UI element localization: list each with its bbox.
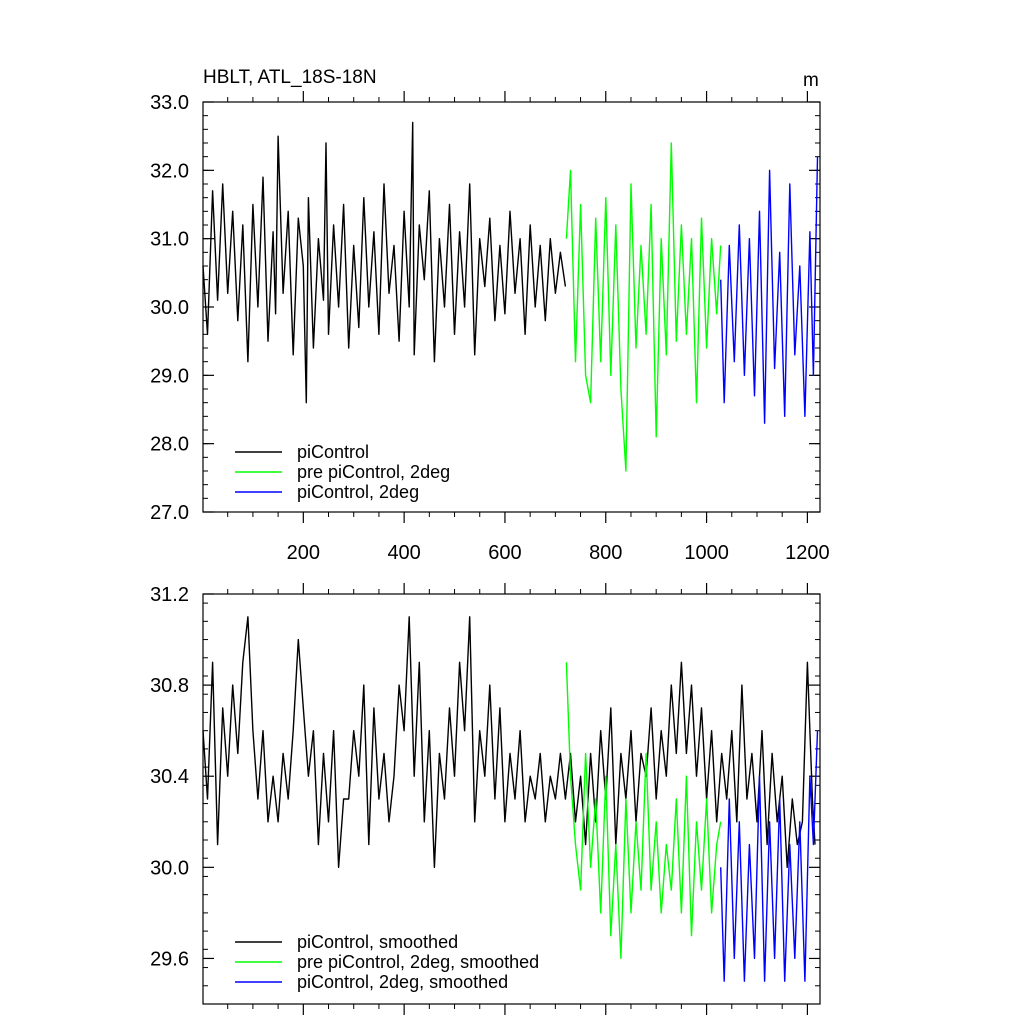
y-tick-label: 30.0 xyxy=(150,857,189,879)
legend-label-1: pre piControl, 2deg xyxy=(297,462,450,482)
legend-label-0: piControl, smoothed xyxy=(297,932,458,952)
y-tick-label: 27.0 xyxy=(150,502,189,524)
series-lines xyxy=(202,121,819,472)
plot-frame xyxy=(202,101,821,513)
legend-label-2: piControl, 2deg xyxy=(297,482,419,502)
series-line-1 xyxy=(565,142,722,472)
series-line-2 xyxy=(720,730,819,982)
legend-label-0: piControl xyxy=(297,442,369,462)
plot-frame xyxy=(202,593,821,1005)
legend-label-2: piControl, 2deg, smoothed xyxy=(297,972,508,992)
series-line-1 xyxy=(565,662,722,960)
y-tick-labels: 29.6 30.0 30.4 30.8 31.2 xyxy=(150,584,189,970)
y-tick-label: 30.0 xyxy=(150,297,189,319)
series-line-0 xyxy=(202,616,816,868)
y-tick-label: 30.8 xyxy=(150,675,189,697)
series-line-2 xyxy=(720,156,819,424)
x-tick-label: 800 xyxy=(589,542,622,564)
bottom-chart-panel: 29.6 30.0 30.4 30.8 31.2 piControl, smoothed… xyxy=(150,583,821,1015)
x-tick-label: 400 xyxy=(387,542,420,564)
y-tick-label: 31.0 xyxy=(150,229,189,251)
x-tick-labels: 200 400 600 800 1000 1200 xyxy=(287,542,830,564)
chart-title: HBLT, ATL_18S-18N xyxy=(203,67,377,88)
top-chart-panel: HBLT, ATL_18S-18N m 27.0 28.0 29.0 30.0 31.0… xyxy=(150,67,830,564)
y-tick-label: 33.0 xyxy=(150,92,189,114)
tick-marks xyxy=(203,583,820,1015)
legend-label-1: pre piControl, 2deg, smoothed xyxy=(297,952,539,972)
y-tick-label: 31.2 xyxy=(150,584,189,606)
y-tick-label: 28.0 xyxy=(150,434,189,456)
x-tick-label: 200 xyxy=(287,542,320,564)
y-tick-label: 29.6 xyxy=(150,948,189,970)
units-label: m xyxy=(803,70,819,91)
y-tick-label: 32.0 xyxy=(150,160,189,182)
series-line-0 xyxy=(202,121,567,404)
y-tick-label: 29.0 xyxy=(150,365,189,387)
y-tick-label: 30.4 xyxy=(150,766,189,788)
y-tick-labels: 27.0 28.0 29.0 30.0 31.0 32.0 33.0 xyxy=(150,92,189,524)
x-tick-label: 1200 xyxy=(785,542,830,564)
series-lines xyxy=(202,616,819,982)
x-tick-label: 600 xyxy=(488,542,521,564)
x-tick-label: 1000 xyxy=(684,542,729,564)
